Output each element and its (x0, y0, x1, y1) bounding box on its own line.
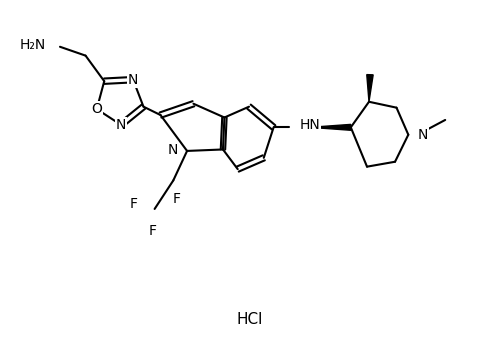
Text: F: F (148, 223, 156, 238)
Text: F: F (172, 192, 180, 206)
Text: HCl: HCl (237, 312, 263, 327)
Text: H₂N: H₂N (20, 38, 46, 52)
Text: HN: HN (299, 118, 320, 132)
Text: O: O (92, 102, 102, 116)
Text: N: N (168, 143, 178, 157)
Text: F: F (130, 197, 138, 211)
Polygon shape (310, 124, 351, 130)
Text: N: N (417, 128, 428, 142)
Polygon shape (367, 74, 373, 102)
Text: N: N (116, 118, 126, 132)
Text: N: N (128, 73, 138, 87)
